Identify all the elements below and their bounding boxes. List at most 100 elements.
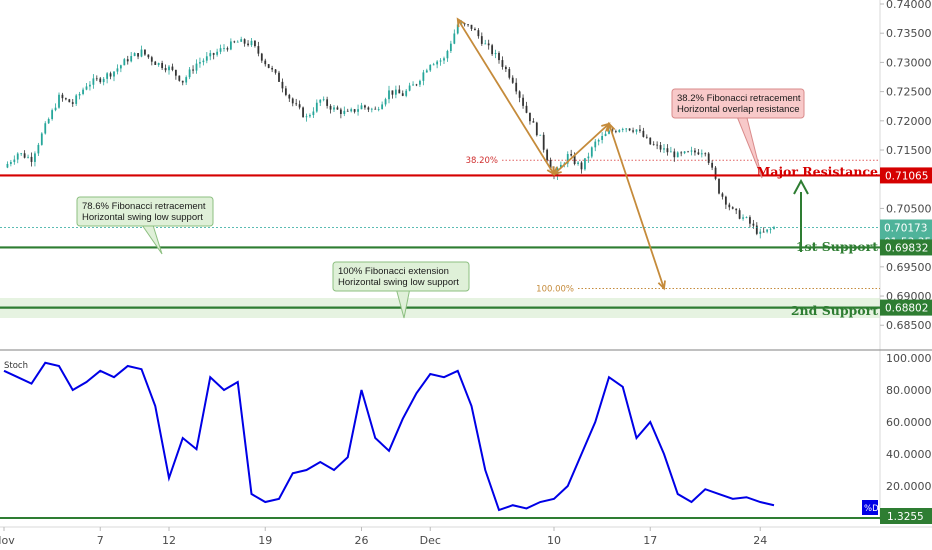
candle-body (391, 90, 394, 95)
candle-body (71, 102, 74, 104)
candle-body (188, 69, 191, 78)
candle-body (611, 130, 614, 132)
candle-body (773, 227, 775, 229)
candle-body (639, 129, 641, 131)
candle-body (312, 111, 315, 116)
price-tick-label: 0.74000 (886, 0, 932, 11)
candle-body (250, 40, 253, 46)
candle-body (370, 108, 373, 110)
candle-body (436, 61, 439, 65)
major-resistance-label: Major Resistance (757, 164, 878, 179)
candle-body (123, 59, 126, 66)
candle-body (501, 60, 504, 67)
candle-body (728, 204, 731, 208)
candle-body (621, 128, 624, 130)
candle-body (456, 24, 459, 34)
resistance-note: 38.2% Fibonacci retracement Horizontal o… (671, 88, 805, 179)
candle-body (614, 131, 617, 133)
candle-body (477, 30, 480, 37)
candle-body (628, 128, 631, 131)
candle-body (343, 110, 346, 114)
candle-body (92, 78, 95, 85)
candle-body (377, 109, 380, 110)
candle-body (645, 136, 648, 138)
candle-body (212, 53, 215, 55)
candle-body (236, 41, 239, 43)
candle-body (85, 86, 88, 90)
candle-body (44, 123, 47, 134)
date-tick-label: 12 (162, 534, 176, 547)
price-tick-label: 0.71500 (886, 144, 932, 157)
candle-body (119, 65, 122, 69)
candle-body (676, 152, 679, 158)
candle-body (498, 52, 500, 61)
candle-body (68, 99, 71, 103)
candle-body (439, 60, 442, 62)
candle-body (522, 97, 524, 106)
candle-body (474, 28, 476, 31)
candle-body (429, 64, 432, 71)
candle-body (30, 156, 33, 162)
candle-body (278, 72, 280, 82)
date-tick-label: 10 (547, 534, 561, 547)
candle-body (742, 217, 744, 219)
candle-body (443, 58, 445, 61)
candle-body (752, 223, 755, 226)
candle-body (491, 45, 494, 55)
candle-body (731, 207, 734, 209)
candle-body (529, 112, 531, 122)
support1-note-line2: Horizontal swing low support (82, 212, 203, 223)
level-badges: 0.71065 0.69832 0.68802 (880, 167, 932, 316)
candle-body (652, 144, 655, 146)
candle-body (432, 64, 435, 66)
candle-body (130, 56, 133, 62)
price-tick-label: 0.73000 (886, 56, 932, 69)
candle-body (449, 43, 452, 51)
candle-body (494, 52, 497, 55)
projection-arrowhead (607, 121, 616, 132)
stoch-title: Stoch (4, 361, 28, 371)
candle-body (453, 33, 456, 44)
candle-body (82, 89, 84, 94)
time-axis-ticks: Nov 7 12 19 26 Dec 10 17 24 (0, 527, 767, 547)
candle-body (144, 49, 146, 55)
candle-body (95, 78, 98, 80)
stoch-legend-label: %D (864, 504, 879, 514)
candle-body (367, 107, 370, 110)
candle-body (769, 228, 772, 230)
candle-body (559, 164, 562, 169)
candle-body (6, 163, 9, 168)
candle-body (738, 210, 741, 219)
candle-body (374, 108, 377, 110)
candle-body (291, 98, 294, 104)
candle-body (525, 105, 528, 113)
candle-body (154, 61, 157, 65)
candle-body (133, 53, 136, 57)
stoch-tick-label: 60.0000 (886, 416, 932, 429)
candle-body (604, 133, 607, 136)
candle-body (590, 147, 593, 157)
support2-note-line2: Horizontal swing low support (338, 277, 459, 288)
stoch-tick-label: 20.0000 (886, 480, 932, 493)
candle-body (195, 63, 198, 71)
candle-body (625, 128, 628, 130)
candle-body (181, 80, 184, 83)
candle-body (319, 99, 322, 103)
candle-body (405, 90, 408, 96)
candle-body (216, 51, 219, 55)
candle-body (649, 137, 652, 145)
stoch-last-value: 1.3255 (887, 511, 924, 523)
candle-body (687, 151, 689, 153)
stoch-tick-label: 80.0000 (886, 384, 932, 397)
candle-body (140, 49, 143, 57)
candle-body (284, 88, 287, 95)
level-badge (880, 239, 932, 256)
candle-body (295, 103, 298, 105)
candle-body (656, 144, 659, 146)
candle-body (260, 53, 263, 61)
candle-body (480, 36, 483, 44)
candle-body (202, 60, 205, 63)
candle-body (27, 156, 29, 158)
candle-body (274, 69, 277, 73)
